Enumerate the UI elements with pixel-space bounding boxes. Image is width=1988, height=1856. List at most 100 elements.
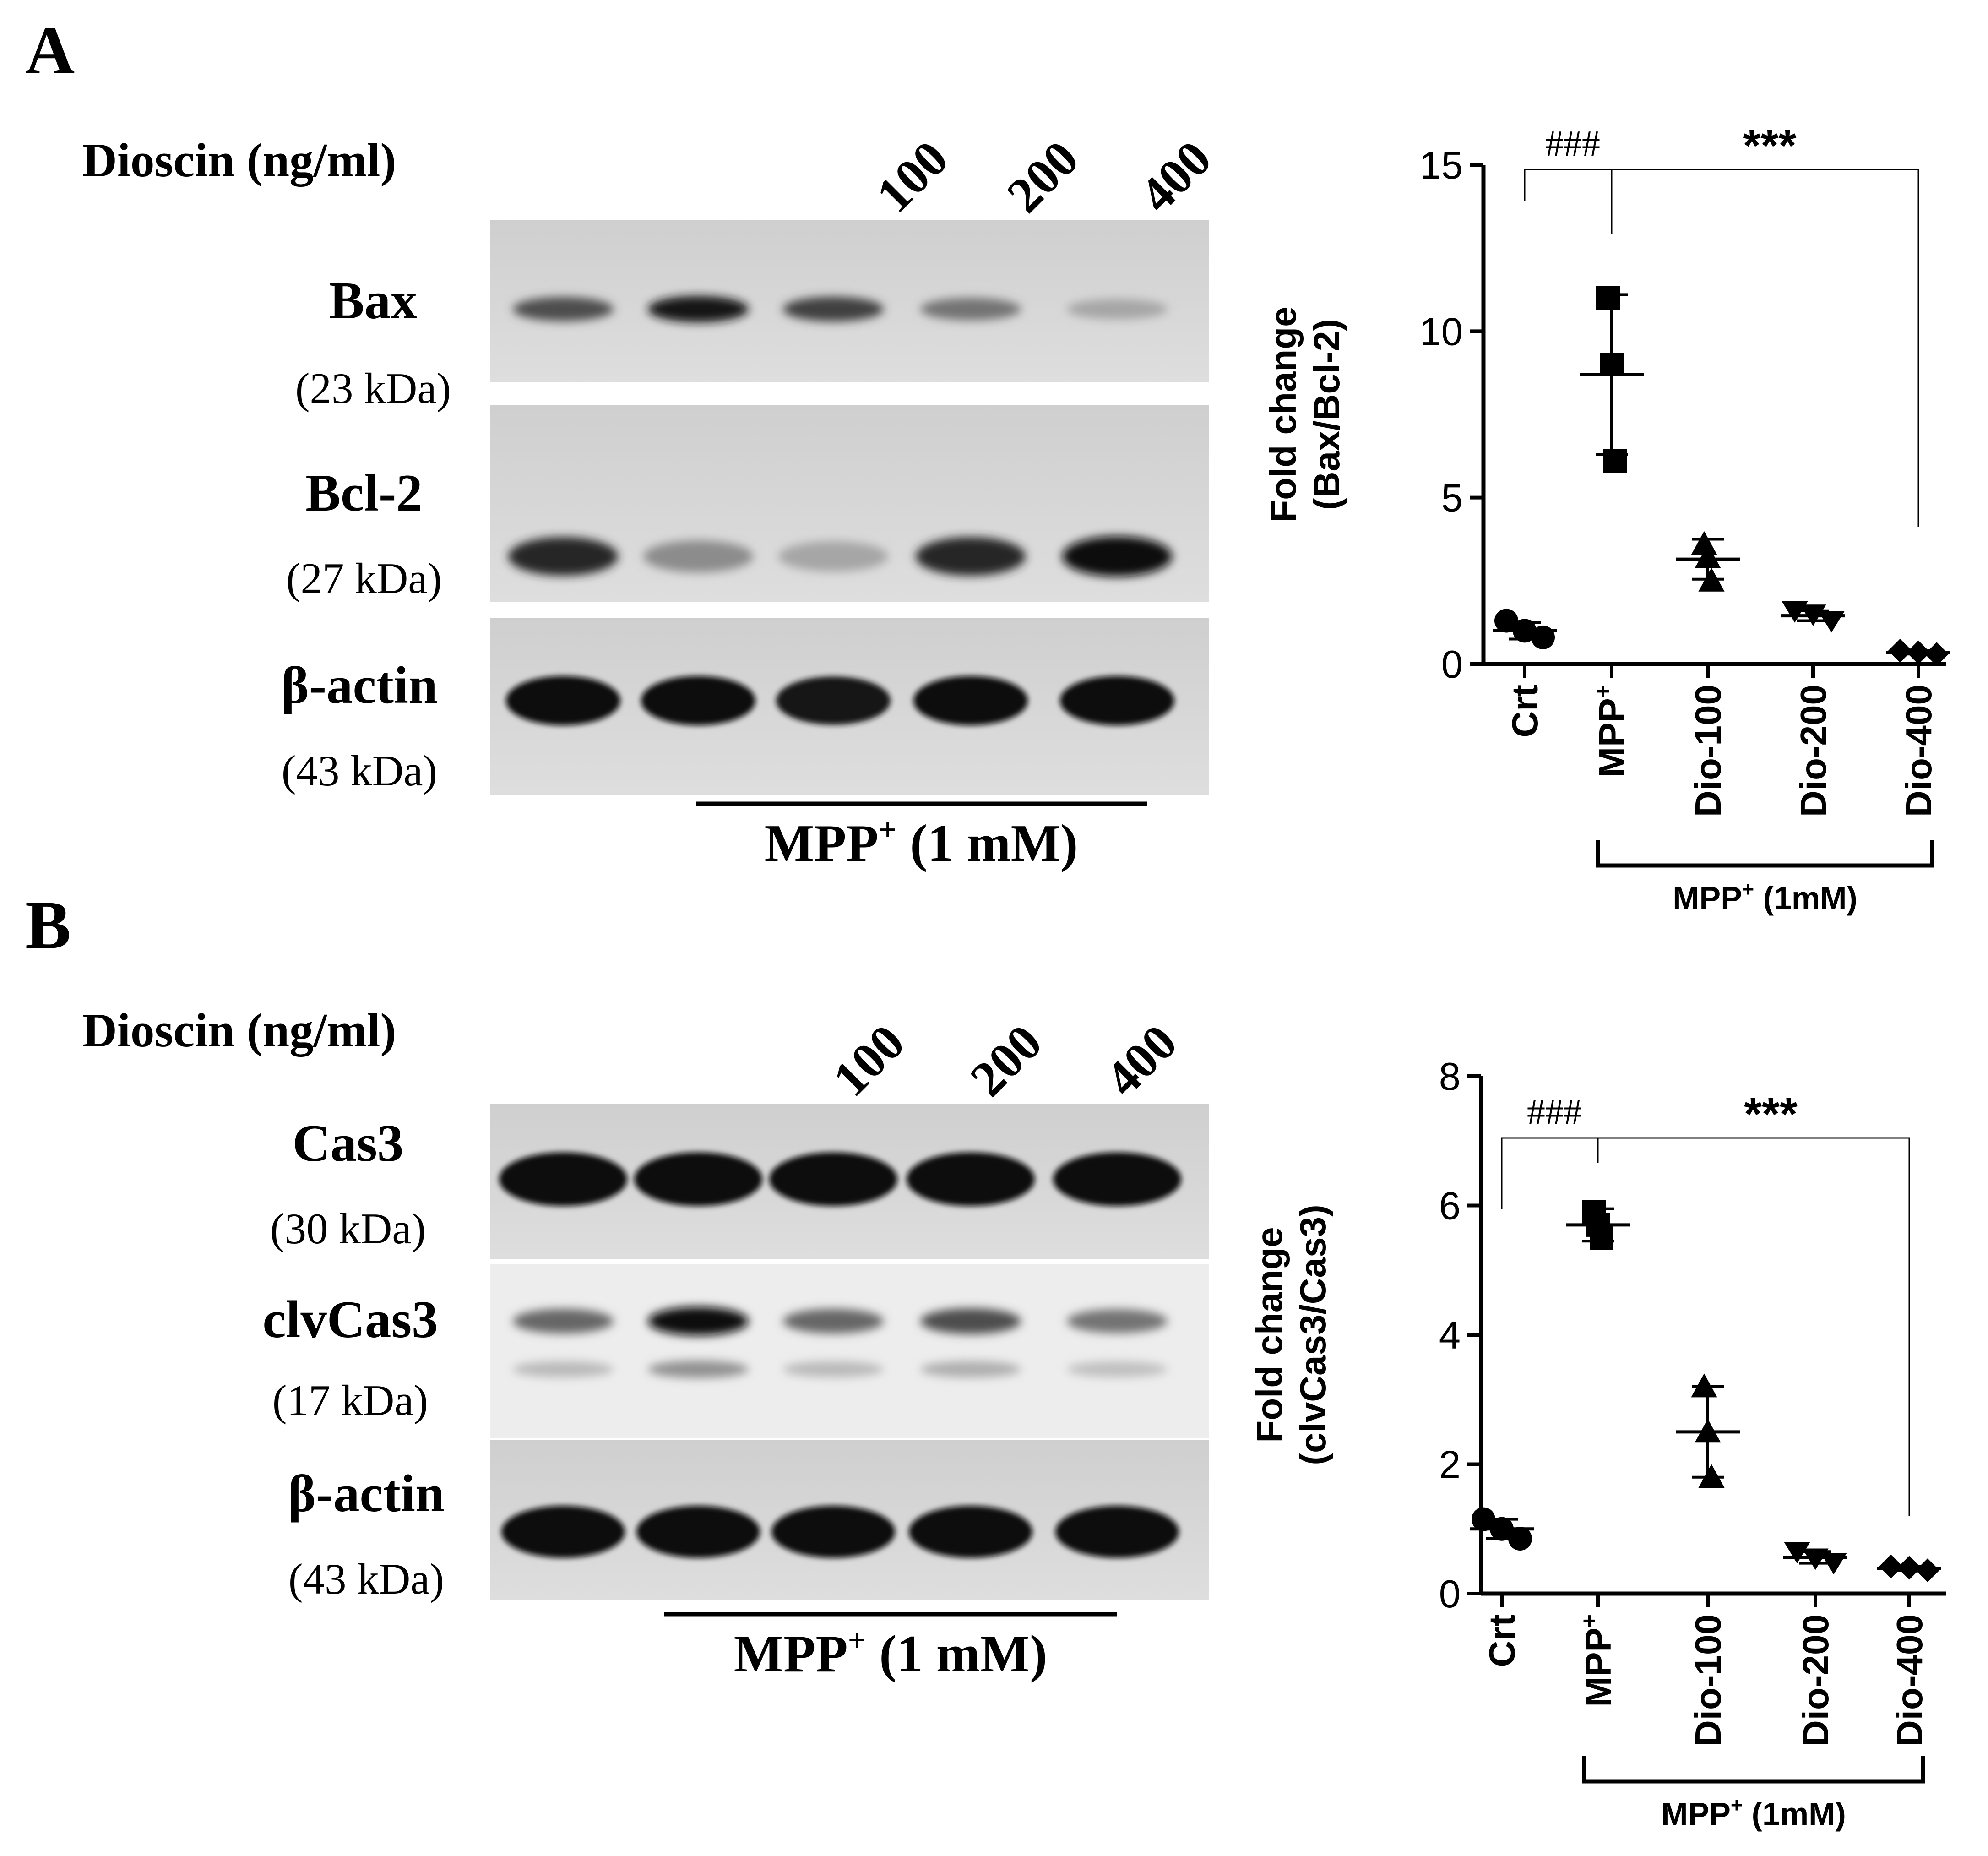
data-point-square xyxy=(1603,449,1627,473)
x-tick-label: Dio-200 xyxy=(1793,685,1834,817)
protein-label-cas3: Cas3 xyxy=(293,1114,404,1172)
protein-label-bax: Bax xyxy=(329,272,417,330)
dose-label-200: 200 xyxy=(960,1014,1053,1107)
data-point-circle xyxy=(1472,1507,1495,1531)
blot-bands xyxy=(499,1152,1181,1558)
x-tick-label: Dio-200 xyxy=(1795,1614,1836,1747)
x-tick-label: Dio-400 xyxy=(1898,685,1939,817)
y-axis-title-line2: (Bax/Bcl-2) xyxy=(1306,319,1347,510)
x-tick-label-sup: + xyxy=(1590,685,1616,698)
x-tick-label: Crt xyxy=(1482,1614,1522,1667)
y-tick-label: 6 xyxy=(1439,1185,1461,1228)
protein-label-actin: β-actin xyxy=(288,1464,445,1523)
data-point-triangle-up xyxy=(1691,1373,1717,1398)
x-tick-label-text: Crt xyxy=(1505,685,1545,738)
band-cas3-lane-5 xyxy=(1053,1152,1181,1206)
band-bax-lane-2 xyxy=(648,296,749,322)
band-bax-lane-5 xyxy=(1067,299,1168,320)
blot-strip-clvcas3 xyxy=(490,1264,1209,1438)
protein-label-actin: β-actin xyxy=(281,656,438,714)
band-actin-lane-5 xyxy=(1055,1506,1179,1558)
x-tick-label-text: Dio-100 xyxy=(1688,1614,1728,1747)
band-actin-lane-3 xyxy=(771,1506,895,1558)
band-clvcas3-upper-lane-2 xyxy=(648,1306,749,1336)
band-actin-lane-1 xyxy=(506,676,620,725)
band-actin-lane-1 xyxy=(501,1506,625,1558)
kda-label-bax: (23 kDa) xyxy=(295,364,451,413)
y-axis-title-line1: Fold change xyxy=(1249,1227,1290,1442)
x-tick-label-text: Dio-400 xyxy=(1898,685,1939,817)
data-point-diamond xyxy=(1888,638,1912,663)
significance-bracket xyxy=(1524,169,1919,527)
data-point-square xyxy=(1590,1226,1613,1250)
band-clvcas3-upper-lane-1 xyxy=(513,1309,614,1333)
band-clvcas3-lower-lane-5 xyxy=(1067,1361,1168,1377)
x-tick-label-text: Crt xyxy=(1482,1614,1522,1667)
y-tick-label: 15 xyxy=(1419,144,1463,187)
treatment-label: MPP+ (1 mM) xyxy=(734,1623,1048,1683)
band-bcl2-lane-1 xyxy=(508,537,618,576)
x-tick-label-text: Dio-100 xyxy=(1688,685,1728,817)
band-actin-lane-2 xyxy=(641,676,755,725)
y-axis-title-line1: Fold change xyxy=(1263,306,1304,522)
group-bracket xyxy=(1582,1756,1925,1784)
data-point-diamond xyxy=(1897,1556,1921,1580)
band-clvcas3-upper-lane-5 xyxy=(1067,1309,1168,1333)
kda-label-actin: (43 kDa) xyxy=(288,1555,444,1603)
band-bax-lane-1 xyxy=(513,297,614,321)
x-tick-label-sup: + xyxy=(1576,1614,1602,1627)
data-point-circle xyxy=(1508,1526,1532,1551)
band-clvcas3-lower-lane-4 xyxy=(920,1361,1021,1378)
data-point-diamond xyxy=(1925,642,1949,666)
data-point-triangle-up xyxy=(1695,544,1721,568)
band-cas3-lane-1 xyxy=(499,1152,627,1206)
data-point-triangle-up xyxy=(1691,531,1717,555)
data-point-diamond xyxy=(1907,640,1930,664)
panel-b-blot: Dioscin (ng/ml) 100 200 400 Cas3 (30 kDa… xyxy=(82,1003,1209,1683)
group-bracket-label-main: MPP xyxy=(1673,880,1742,916)
panel-b-letter: B xyxy=(25,887,71,963)
y-tick-label: 2 xyxy=(1439,1443,1461,1487)
band-clvcas3-upper-lane-4 xyxy=(920,1308,1021,1334)
data-point-diamond xyxy=(1916,1558,1939,1583)
y-axis-title-line2: (clvCas3/Cas3) xyxy=(1293,1204,1333,1465)
x-tick-label: Dio-100 xyxy=(1688,685,1728,817)
data-point-circle xyxy=(1531,625,1555,649)
dose-label-200: 200 xyxy=(996,130,1089,223)
x-tick-label: Dio-400 xyxy=(1889,1614,1930,1747)
data-point-square xyxy=(1596,286,1620,310)
band-cas3-lane-4 xyxy=(907,1152,1035,1206)
data-point-triangle-down xyxy=(1820,1553,1847,1575)
kda-label-clvcas3: (17 kDa) xyxy=(272,1376,428,1425)
kda-label-cas3: (30 kDa) xyxy=(270,1204,426,1253)
band-cas3-lane-2 xyxy=(634,1152,762,1206)
data-point-triangle-down xyxy=(1818,611,1845,633)
group-bracket-label-main: MPP xyxy=(1661,1796,1731,1832)
dose-label-400: 400 xyxy=(1129,130,1222,223)
group-bracket-label-sup: + xyxy=(1731,1793,1743,1817)
panel-a-letter: A xyxy=(25,12,75,88)
band-actin-lane-4 xyxy=(913,676,1028,725)
band-clvcas3-lower-lane-2 xyxy=(648,1360,749,1378)
y-tick-label: 0 xyxy=(1441,643,1463,686)
dose-label-100: 100 xyxy=(866,130,959,223)
band-clvcas3-lower-lane-3 xyxy=(783,1361,884,1377)
band-bax-lane-3 xyxy=(783,297,884,321)
y-axis-title: Fold change(Bax/Bcl-2) xyxy=(1263,306,1347,522)
band-clvcas3-lower-lane-1 xyxy=(513,1361,614,1377)
protein-label-clvcas3: clvCas3 xyxy=(262,1290,438,1349)
x-tick-label-text: Dio-200 xyxy=(1795,1614,1836,1747)
x-tick-label: MPP+ xyxy=(1590,685,1632,778)
dioscin-label: Dioscin (ng/ml) xyxy=(82,1003,396,1057)
x-tick-label-text: MPP xyxy=(1578,1627,1619,1707)
x-tick-label: Crt xyxy=(1505,685,1545,738)
kda-label-actin: (43 kDa) xyxy=(282,746,437,795)
group-bracket-label-sup: + xyxy=(1742,877,1754,901)
significance-bracket xyxy=(1501,1137,1910,1516)
band-actin-lane-4 xyxy=(909,1506,1032,1558)
data-point-circle xyxy=(1513,619,1537,643)
panel-a-blot: Dioscin (ng/ml) 100 200 400 Bax (23 kDa)… xyxy=(82,130,1222,872)
